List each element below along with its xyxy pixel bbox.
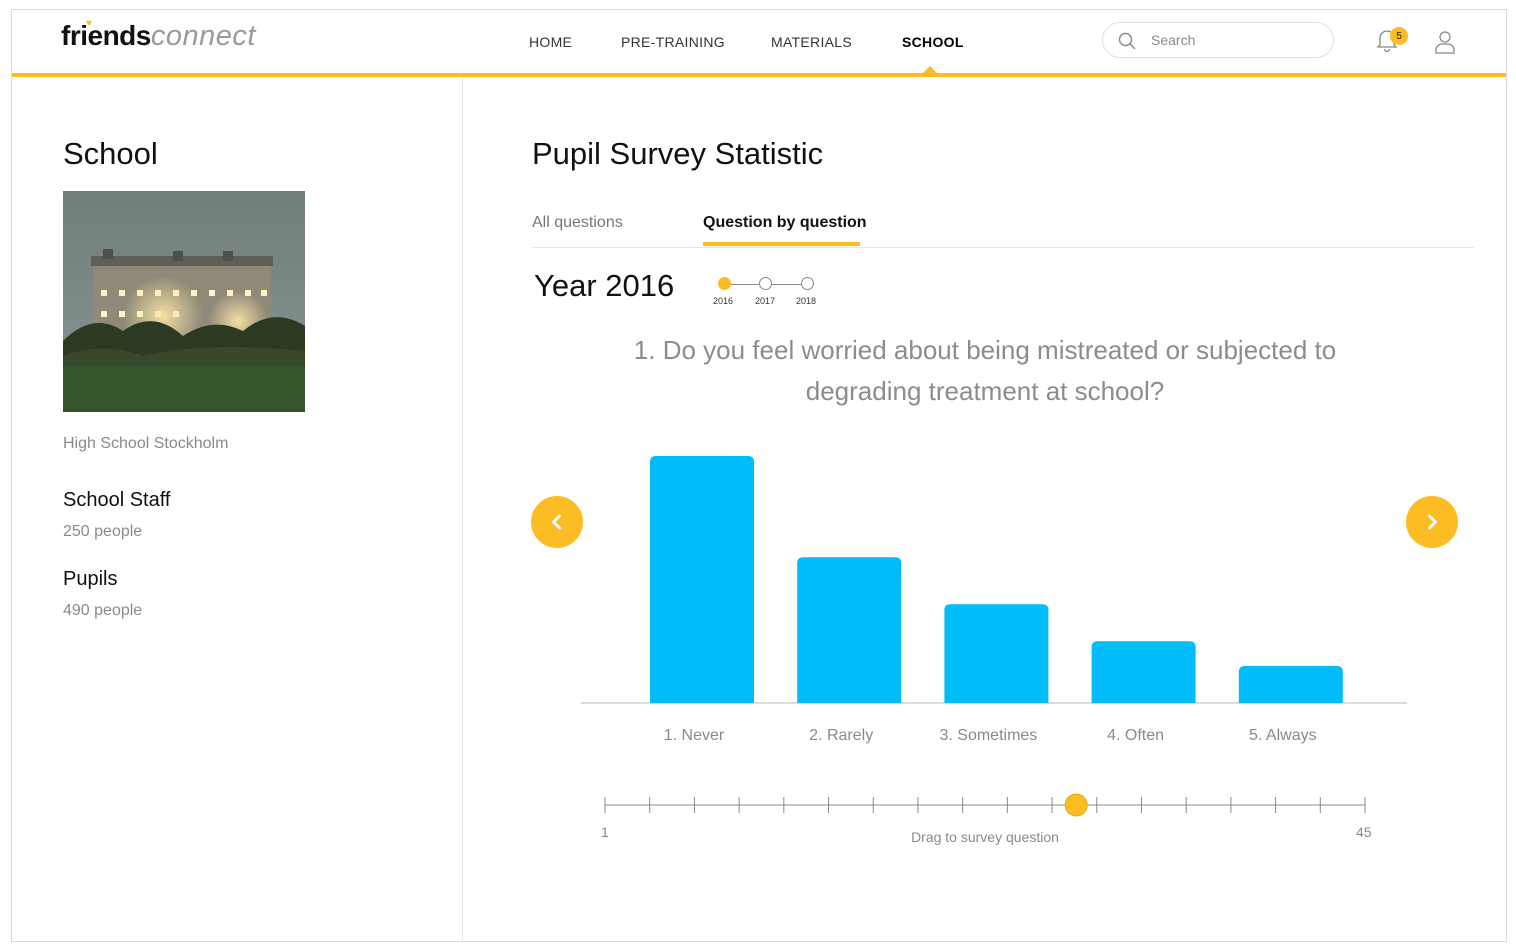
next-question-button[interactable] xyxy=(1406,496,1458,548)
previous-question-button[interactable] xyxy=(531,496,583,548)
chart-bar xyxy=(1091,641,1196,703)
chart-bar xyxy=(650,456,754,703)
chart-bar xyxy=(797,557,902,703)
logo-light-text: connect xyxy=(150,20,256,52)
nav-accent-line xyxy=(12,73,1506,77)
nav-item-home[interactable]: HOME xyxy=(529,34,573,50)
scrubber-caption: Drag to survey question xyxy=(911,829,1059,845)
scrubber-handle[interactable] xyxy=(1064,793,1088,817)
tab-question-by-question[interactable]: Question by question xyxy=(703,214,867,231)
school-building-photo xyxy=(63,191,305,412)
year-step-2016[interactable] xyxy=(718,277,731,290)
search-box[interactable] xyxy=(1102,22,1334,58)
notification-count-badge: 5 xyxy=(1390,27,1408,45)
year-step-2017[interactable] xyxy=(759,277,772,290)
year-step-label: 2017 xyxy=(755,296,776,306)
logo-heart-icon: ♥ xyxy=(86,18,92,29)
year-stepper-line xyxy=(731,284,759,285)
search-input[interactable] xyxy=(1149,31,1323,49)
active-tab-indicator xyxy=(703,242,860,246)
year-step-label: 2018 xyxy=(796,296,817,306)
survey-question: 1. Do you feel worried about being mistr… xyxy=(633,335,1337,406)
nav-item-materials[interactable]: MATERIALS xyxy=(771,34,853,50)
sidebar-title: School xyxy=(63,136,158,171)
stat-value-pupils: 490 people xyxy=(63,602,143,619)
stat-label-staff: School Staff xyxy=(63,489,171,511)
year-stepper-line xyxy=(772,284,801,285)
year-step-label: 2016 xyxy=(713,296,734,306)
year-step-2018[interactable] xyxy=(801,277,814,290)
app-frame xyxy=(11,9,1507,942)
stat-label-pupils: Pupils xyxy=(63,568,118,590)
chart-bar xyxy=(1238,665,1343,703)
scrubber-min-label: 1 xyxy=(601,824,609,840)
nav-item-pre-training[interactable]: PRE-TRAINING xyxy=(621,34,725,50)
chevron-left-icon xyxy=(552,514,561,530)
friends-connect-logo[interactable]: friends connect xyxy=(61,20,256,60)
active-nav-caret xyxy=(923,66,937,73)
year-heading: Year 2016 xyxy=(534,268,675,303)
school-name: High School Stockholm xyxy=(63,435,229,452)
tab-all-questions[interactable]: All questions xyxy=(532,214,623,231)
stat-value-staff: 250 people xyxy=(63,523,143,540)
scrubber-max-label: 45 xyxy=(1356,824,1372,840)
tabs-divider xyxy=(532,247,1474,248)
chart-bar xyxy=(944,604,1049,703)
sidebar-divider xyxy=(462,77,463,942)
search-icon xyxy=(1118,32,1136,50)
nav-item-school[interactable]: SCHOOL xyxy=(902,34,964,50)
page-title: Pupil Survey Statistic xyxy=(532,136,824,171)
user-profile-icon[interactable] xyxy=(1434,30,1456,54)
chevron-right-icon xyxy=(1428,514,1437,530)
logo-bold-text: friends xyxy=(61,20,151,51)
